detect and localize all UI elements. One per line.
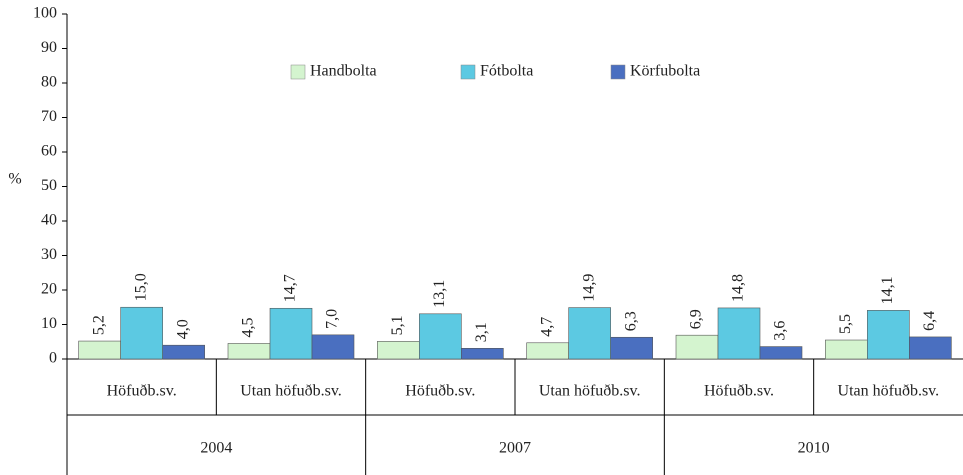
value-label: 5,5 — [837, 314, 854, 334]
value-label: 3,6 — [772, 321, 789, 341]
value-label: 14,9 — [580, 274, 597, 302]
value-label: 6,9 — [688, 309, 705, 329]
value-label: 13,1 — [431, 280, 448, 308]
value-label: 3,1 — [473, 322, 490, 342]
x-tick-label: Utan höfuðb.sv. — [240, 383, 342, 400]
bar — [717, 307, 761, 360]
legend-label: Handbolta — [310, 63, 377, 80]
bar — [419, 313, 462, 360]
value-label: 15,0 — [132, 273, 149, 301]
value-label: 4,0 — [174, 319, 191, 339]
bar — [526, 342, 569, 360]
y-tick-label: 40 — [41, 212, 57, 229]
value-label: 4,7 — [538, 317, 555, 337]
y-tick-label: 10 — [41, 315, 57, 332]
legend-swatch — [460, 64, 476, 80]
x-tick-label: Höfuðb.sv. — [107, 383, 177, 400]
legend-label: Fótbolta — [480, 63, 533, 80]
y-tick-label: 80 — [41, 74, 57, 91]
y-tick-label: 50 — [41, 177, 57, 194]
y-tick-label: 90 — [41, 39, 57, 56]
bar — [825, 339, 868, 360]
bar — [162, 344, 205, 360]
y-tick-label: 30 — [41, 246, 57, 263]
value-label: 14,8 — [730, 274, 747, 302]
x-tick-label: Utan höfuðb.sv. — [539, 383, 641, 400]
y-tick-label: 60 — [41, 143, 57, 160]
value-label: 14,7 — [282, 274, 299, 302]
legend-swatch — [610, 64, 626, 80]
x-tick-label: Höfuðb.sv. — [704, 383, 774, 400]
value-label: 4,5 — [240, 317, 257, 337]
value-label: 5,2 — [90, 315, 107, 335]
bar — [867, 310, 910, 360]
bar — [909, 336, 952, 360]
bar — [78, 340, 121, 360]
value-label: 6,4 — [921, 311, 938, 331]
bar — [269, 307, 313, 360]
value-label: 5,1 — [389, 315, 406, 335]
group-label: 2007 — [499, 440, 531, 457]
group-label: 2010 — [798, 440, 830, 457]
value-label: 7,0 — [324, 309, 341, 329]
bar — [377, 341, 420, 360]
bar — [759, 346, 803, 360]
bar — [675, 334, 719, 360]
legend-swatch — [290, 64, 306, 80]
bar — [227, 343, 271, 360]
y-tick-label: 100 — [33, 5, 57, 22]
x-tick-label: Utan höfuðb.sv. — [838, 383, 940, 400]
x-tick-label: Höfuðb.sv. — [405, 383, 475, 400]
y-axis-label: % — [8, 171, 21, 188]
bar — [610, 336, 653, 360]
y-tick-label: 0 — [49, 350, 57, 367]
bar — [120, 306, 163, 360]
bar — [311, 334, 355, 360]
legend-label: Körfubolta — [630, 63, 700, 80]
y-tick-label: 70 — [41, 108, 57, 125]
bar — [568, 307, 611, 360]
value-label: 14,1 — [879, 276, 896, 304]
group-label: 2004 — [200, 440, 232, 457]
value-label: 6,3 — [622, 311, 639, 331]
y-tick-label: 20 — [41, 281, 57, 298]
bar — [461, 348, 504, 360]
